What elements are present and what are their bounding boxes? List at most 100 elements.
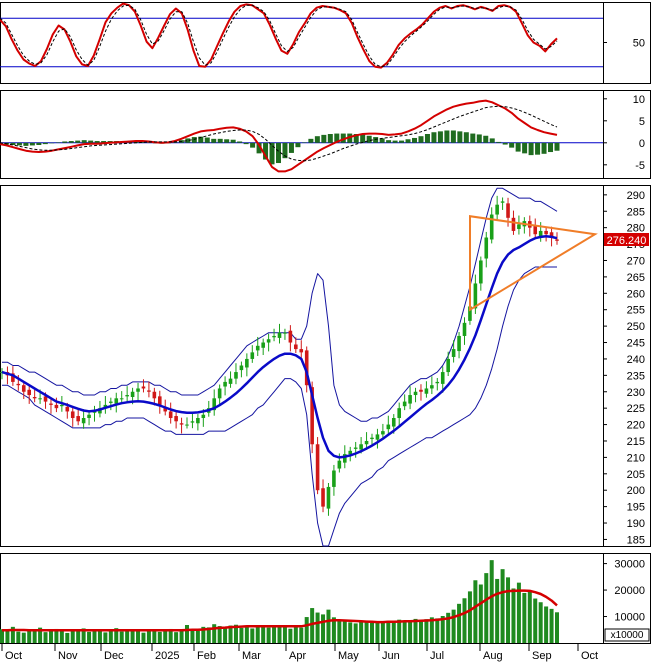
macd-histogram-bar xyxy=(36,142,42,145)
macd-histogram-bar xyxy=(68,141,74,143)
price-candle-body xyxy=(239,365,244,371)
volume-bar xyxy=(538,602,543,643)
x-axis-label-9: Jul xyxy=(430,650,444,662)
volume-bar xyxy=(87,631,92,643)
volume-bar xyxy=(375,621,380,643)
volume-bar xyxy=(342,621,347,643)
volume-bar xyxy=(244,626,249,643)
price-candle-body xyxy=(353,447,358,449)
volume-bar xyxy=(522,592,527,643)
x-axis-label-7: May xyxy=(338,650,359,662)
macd-histogram-bar xyxy=(282,142,288,159)
price-candle-body xyxy=(32,397,37,399)
macd-histogram-bar xyxy=(366,135,372,143)
stochastic-tick-label-0: 50 xyxy=(633,38,645,50)
price-candle-body xyxy=(185,424,189,426)
volume-bar xyxy=(331,617,336,643)
price-candle-body xyxy=(217,388,222,399)
volume-bar xyxy=(206,627,211,643)
macd-histogram-bar xyxy=(204,137,210,143)
price-candle-body xyxy=(375,434,380,440)
price-candle-body xyxy=(397,408,402,419)
macd-histogram-bar xyxy=(360,134,366,143)
price-candle-body xyxy=(109,401,113,403)
volume-bar xyxy=(457,603,462,643)
volume-bar xyxy=(321,614,326,643)
macd-histogram-bar xyxy=(353,134,359,143)
volume-bar xyxy=(125,630,130,643)
price-candle-body xyxy=(147,390,151,392)
stochastic-series-line-1 xyxy=(0,4,558,68)
volume-bar xyxy=(114,628,119,643)
price-tick-label-8: 250 xyxy=(627,321,645,333)
macd-histogram-bar xyxy=(496,141,502,143)
macd-histogram-bar xyxy=(347,133,353,143)
price-candle-body xyxy=(174,416,178,422)
volume-bar xyxy=(370,622,374,643)
macd-histogram-bar xyxy=(94,141,100,143)
volume-bar xyxy=(5,630,10,643)
macd-histogram-bar xyxy=(49,142,55,144)
price-tick-label-15: 215 xyxy=(627,436,645,448)
macd-histogram-bar xyxy=(535,142,541,155)
price-candle-body xyxy=(255,345,260,351)
stochastic-series-line-0 xyxy=(0,2,558,69)
price-candle-body xyxy=(555,239,559,241)
macd-histogram-bar xyxy=(139,141,145,143)
x-axis-label-10: Aug xyxy=(483,650,503,662)
volume-bar xyxy=(500,569,505,643)
price-candle-body xyxy=(533,225,538,235)
volume-bar xyxy=(511,588,516,643)
macd-tick-label-1: 5 xyxy=(639,116,645,128)
price-candle-body xyxy=(408,395,412,404)
volume-bar xyxy=(440,616,445,643)
x-axis-label-6: Apr xyxy=(289,650,306,662)
macd-histogram-bar xyxy=(392,140,398,143)
volume-bar xyxy=(484,573,489,643)
volume-bar xyxy=(43,632,48,643)
macd-histogram-bar xyxy=(250,142,256,148)
macd-histogram-bar xyxy=(276,142,281,164)
price-candle-body xyxy=(130,391,135,398)
volume-bar xyxy=(32,631,37,643)
macd-histogram-bar xyxy=(541,142,547,154)
price-candle-body xyxy=(348,450,353,455)
volume-bar xyxy=(277,627,282,643)
macd-histogram-bar xyxy=(314,136,320,143)
macd-histogram-bar xyxy=(295,142,301,148)
volume-bar xyxy=(304,617,309,643)
price-candle-body xyxy=(413,391,418,396)
volume-bar xyxy=(174,632,179,643)
macd-histogram-bar xyxy=(269,142,275,165)
x-axis: Oct Nov Dec 2025 Feb Mar Apr May Jun Jul Aug Sep Oct xyxy=(1,643,598,662)
macd-histogram-bar xyxy=(405,139,411,143)
volume-bar xyxy=(233,624,238,643)
macd-histogram-bar xyxy=(502,142,508,145)
price-candle-body xyxy=(391,418,396,427)
volume-bar xyxy=(152,629,157,643)
macd-histogram-bar xyxy=(16,142,22,146)
volume-moving-average xyxy=(2,589,558,632)
macd-histogram-bar xyxy=(308,138,314,143)
price-candle-body xyxy=(16,383,21,386)
macd-histogram-bar xyxy=(509,142,515,148)
x-axis-label-3: 2025 xyxy=(155,650,179,662)
volume-bar xyxy=(288,628,293,643)
x-axis-label-5: Mar xyxy=(242,650,261,662)
price-tick-label-6: 260 xyxy=(627,288,645,300)
volume-bar xyxy=(516,582,521,643)
price-candle-body xyxy=(152,391,157,399)
price-candle-body xyxy=(294,344,298,350)
price-candle-body xyxy=(136,388,140,392)
macd-histogram-bar xyxy=(515,142,521,152)
price-candle-body xyxy=(506,203,510,218)
volume-bar xyxy=(228,625,233,643)
macd-histogram-bar xyxy=(522,142,528,154)
volume-bar xyxy=(424,619,429,643)
volume-bar xyxy=(402,622,407,643)
volume-bar xyxy=(27,629,32,643)
volume-bar xyxy=(348,622,353,643)
price-candle-body xyxy=(60,404,64,407)
price-candle-body xyxy=(381,431,385,435)
price-tick-label-2: 280 xyxy=(627,223,645,235)
